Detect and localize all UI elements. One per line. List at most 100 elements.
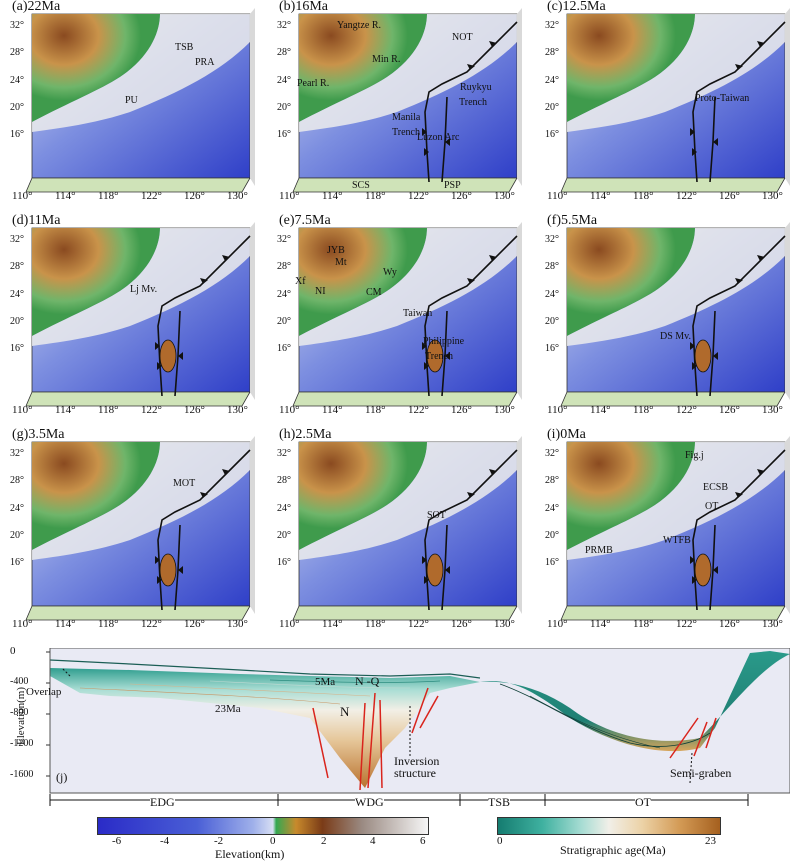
map-label: ECSB bbox=[703, 482, 729, 493]
lon-tick: 118° bbox=[365, 618, 386, 630]
map-label: Wy bbox=[383, 267, 397, 278]
map-panel-i: (i)0Ma 32° 28° 24° 20° 16° 110° 114° 118° 122° 126… bbox=[545, 427, 790, 630]
map-label: Manila bbox=[392, 112, 421, 123]
map-panel-f: (f)5.5Ma 32° 28° 24° 20° 16° 110° 114° 118° 122° 1… bbox=[545, 213, 790, 416]
map-svg-f bbox=[560, 222, 790, 407]
panel-title-e: (e)7.5Ma bbox=[279, 213, 331, 228]
lat-tick: 20° bbox=[10, 316, 24, 327]
lat-tick: 32° bbox=[545, 448, 559, 459]
map-label: MOT bbox=[173, 478, 196, 489]
map-label: PU bbox=[125, 95, 138, 106]
map-label: SCS bbox=[352, 180, 370, 191]
elevation-colorbar bbox=[97, 817, 429, 835]
lat-tick: 20° bbox=[10, 530, 24, 541]
lon-tick: 122° bbox=[141, 190, 162, 202]
lon-tick: 110° bbox=[12, 404, 33, 416]
map-label: Proto-Taiwan bbox=[695, 93, 750, 104]
lat-tick: 16° bbox=[277, 557, 291, 568]
lat-tick: 20° bbox=[277, 316, 291, 327]
map-label: Trench bbox=[425, 351, 453, 362]
lon-tick: 130° bbox=[227, 404, 248, 416]
map-label: Trench bbox=[459, 97, 487, 108]
lat-tick: 32° bbox=[545, 20, 559, 31]
lat-tick: 28° bbox=[277, 261, 291, 272]
panel-title-d: (d)11Ma bbox=[12, 213, 61, 228]
lon-tick: 110° bbox=[547, 190, 568, 202]
lon-tick: 122° bbox=[141, 404, 162, 416]
lat-tick: 24° bbox=[545, 75, 559, 86]
map-label: Xf bbox=[295, 276, 306, 287]
panel-title-i: (i)0Ma bbox=[547, 427, 586, 442]
map-panel-a: (a)22Ma 32° 28° 24° 20° 16° 110° 114° 118° 122° 12… bbox=[10, 0, 255, 202]
zone-tsb: TSB bbox=[488, 795, 511, 810]
map-svg-b bbox=[292, 8, 522, 193]
lon-tick: 114° bbox=[590, 190, 611, 202]
lat-tick: 20° bbox=[277, 102, 291, 113]
lon-tick: 126° bbox=[719, 404, 740, 416]
map-label: Taiwan bbox=[403, 308, 433, 319]
lon-tick: 110° bbox=[12, 618, 33, 630]
panel-title-f: (f)5.5Ma bbox=[547, 213, 598, 228]
lat-tick: 16° bbox=[545, 343, 559, 354]
lon-tick: 126° bbox=[451, 404, 472, 416]
lat-tick: 24° bbox=[545, 503, 559, 514]
zone-edg: EDG bbox=[150, 795, 175, 810]
lon-tick: 118° bbox=[365, 190, 386, 202]
lon-tick: 118° bbox=[98, 618, 119, 630]
lon-tick: 118° bbox=[98, 404, 119, 416]
j-label: (j) bbox=[56, 770, 68, 784]
lon-tick: 114° bbox=[322, 190, 343, 202]
lon-tick: 122° bbox=[408, 404, 429, 416]
lat-tick: 32° bbox=[277, 20, 291, 31]
lon-tick: 110° bbox=[279, 404, 300, 416]
lat-tick: 16° bbox=[10, 557, 24, 568]
lon-tick: 122° bbox=[676, 618, 697, 630]
elev-tick-2: 2 bbox=[321, 835, 327, 847]
lat-tick: 28° bbox=[545, 47, 559, 58]
lat-tick: 32° bbox=[10, 20, 24, 31]
panel-title-b: (b)16Ma bbox=[279, 0, 328, 14]
map-svg-d bbox=[25, 222, 255, 407]
map-panel-e: (e)7.5Ma 32° 28° 24° 20° 16° 110° 114° 118° 122° 1… bbox=[277, 213, 522, 416]
age-colorbar-title: Stratigraphic age(Ma) bbox=[560, 843, 666, 857]
elev-tick-m2: -2 bbox=[214, 835, 224, 847]
lat-tick: 16° bbox=[545, 557, 559, 568]
map-label: Pearl R. bbox=[297, 78, 330, 89]
map-label: Lj Mv. bbox=[130, 284, 158, 295]
map-label: PSP bbox=[444, 180, 461, 191]
map-label: CM bbox=[366, 287, 382, 298]
lon-tick: 110° bbox=[279, 190, 300, 202]
map-svg-i bbox=[560, 436, 790, 621]
yaxis-400: -400 bbox=[10, 676, 29, 687]
elev-tick-m4: -4 bbox=[160, 835, 170, 847]
lat-tick: 28° bbox=[277, 475, 291, 486]
age-colorbar bbox=[497, 817, 721, 835]
lon-tick: 126° bbox=[451, 618, 472, 630]
map-label: DS Mv. bbox=[660, 331, 692, 342]
map-panel-b: (b)16Ma 32° 28° 24° 20° 16° 110° 114° 118° 122° 12… bbox=[277, 0, 522, 202]
n-label: N bbox=[340, 704, 350, 719]
zone-ot: OT bbox=[635, 795, 651, 810]
lon-tick: 118° bbox=[98, 190, 119, 202]
map-label: SOT bbox=[427, 510, 446, 521]
inversion-label-1: Inversion bbox=[394, 754, 440, 768]
lat-tick: 24° bbox=[10, 75, 24, 86]
lat-tick: 20° bbox=[277, 530, 291, 541]
overlap-label: Overlap bbox=[26, 686, 62, 698]
lon-tick: 130° bbox=[227, 190, 248, 202]
map-label: Luzon Arc bbox=[417, 132, 460, 143]
lat-tick: 24° bbox=[10, 289, 24, 300]
lat-tick: 16° bbox=[277, 343, 291, 354]
lat-tick: 24° bbox=[277, 289, 291, 300]
panel-title-c: (c)12.5Ma bbox=[547, 0, 606, 14]
lon-tick: 118° bbox=[633, 618, 654, 630]
cross-section-svg bbox=[46, 647, 791, 806]
lat-tick: 32° bbox=[545, 234, 559, 245]
lat-tick: 20° bbox=[545, 102, 559, 113]
age-tick-23: 23 bbox=[705, 835, 716, 847]
lat-tick: 16° bbox=[545, 129, 559, 140]
map-svg-e bbox=[292, 222, 522, 407]
lat-tick: 20° bbox=[545, 530, 559, 541]
lon-tick: 118° bbox=[633, 190, 654, 202]
lat-tick: 32° bbox=[277, 234, 291, 245]
